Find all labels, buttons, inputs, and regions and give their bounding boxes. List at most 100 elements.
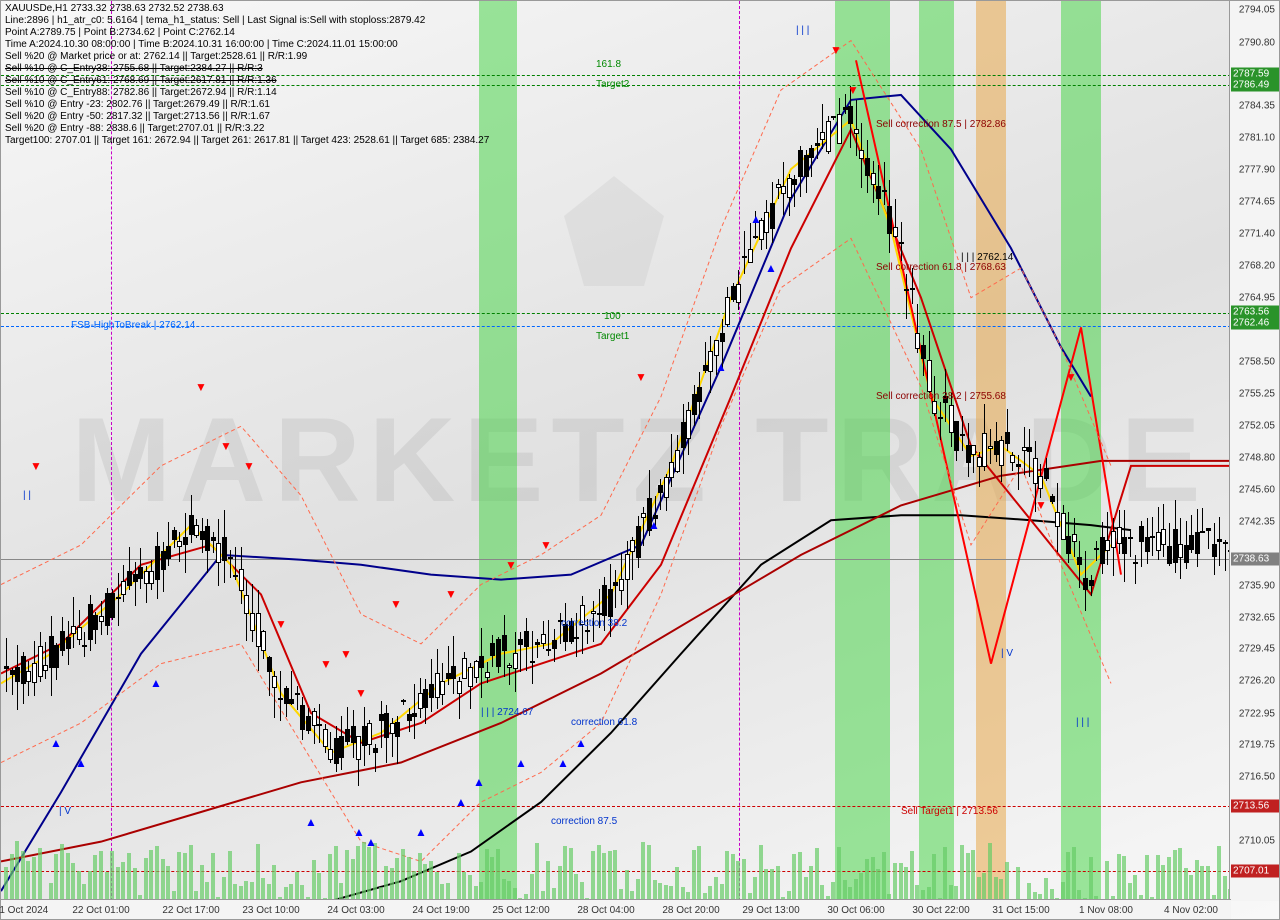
volume-bar [328,854,332,901]
volume-bar [535,843,539,901]
green-zone [919,1,954,901]
volume-bar [1145,855,1149,901]
volume-bar [742,859,746,901]
chart-label: Target1 [596,331,629,342]
x-tick: 29 Oct 13:00 [742,905,799,916]
volume-bar [66,853,70,901]
volume-bar [256,844,260,901]
y-tick: 2794.05 [1239,5,1275,16]
volume-bar [435,872,439,901]
down-arrow-icon: ▼ [635,370,647,384]
up-arrow-icon: ▲ [415,825,427,839]
volume-bar [574,874,578,901]
volume-bar [1217,846,1221,901]
volume-bar [854,879,858,901]
volume-bar [183,853,187,901]
volume-bar [177,852,181,901]
volume-bar [222,877,226,901]
chart-label: correction 61.8 [571,717,637,728]
volume-bar [367,847,371,901]
volume-bar [714,877,718,901]
down-arrow-icon: ▼ [830,43,842,57]
volume-bar [4,867,8,901]
chart-container: MARKETZ TRADE FSB-HighToBreak | 2762.14 … [0,0,1280,920]
y-tick: 2781.10 [1239,133,1275,144]
chart-label: correction 38.2 [561,618,627,629]
volume-bar [982,873,986,902]
volume-bar [32,857,36,901]
up-arrow-icon: ▲ [455,795,467,809]
volume-bar [770,869,774,901]
volume-bar [60,844,64,901]
volume-bar [502,879,506,901]
volume-bar [395,858,399,901]
volume-bar [999,879,1003,901]
volume-bar [295,872,299,901]
volume-bar [1117,854,1121,901]
up-arrow-icon: ▲ [50,736,62,750]
info-line: Time A:2024.10.30 08:00:00 | Time B:2024… [5,39,489,51]
volume-bar [407,857,411,901]
y-tick: 2758.50 [1239,356,1275,367]
down-arrow-icon: ▼ [195,380,207,394]
x-tick: 28 Oct 04:00 [577,905,634,916]
chart-label: correction 87.5 [551,816,617,827]
volume-bar [692,850,696,901]
volume-bar [1066,852,1070,901]
volume-bar [1089,857,1093,901]
y-tick: 2729.45 [1239,644,1275,655]
up-arrow-icon: ▲ [765,261,777,275]
volume-bar [608,851,612,901]
volume-bar [155,846,159,901]
volume-bar [200,865,204,901]
volume-bar [1178,848,1182,901]
volume-bar [1206,866,1210,901]
volume-bar [77,871,81,901]
down-arrow-icon: ▼ [220,439,232,453]
price-box: 2738.63 [1231,552,1279,565]
volume-bar [798,852,802,901]
vertical-line [739,1,740,901]
volume-bar [99,851,103,901]
up-arrow-icon: ▲ [715,360,727,374]
volume-bar [636,879,640,901]
volume-bar [71,863,75,901]
down-arrow-icon: ▼ [320,657,332,671]
up-arrow-icon: ▲ [365,835,377,849]
down-arrow-icon: ▼ [30,459,42,473]
x-tick: 30 Oct 06:00 [827,905,884,916]
x-tick: 24 Oct 03:00 [327,905,384,916]
volume-bar [1072,847,1076,901]
volume-bar [843,880,847,901]
volume-bar [647,845,651,901]
volume-bar [373,843,377,901]
volume-bar [54,854,58,901]
volume-bar [893,863,897,901]
volume-bar [468,875,472,901]
volume-bar [356,846,360,901]
volume-bar [144,858,148,901]
volume-bar [1173,850,1177,901]
volume-bar [1200,866,1204,901]
x-tick: 21 Oct 2024 [0,905,48,916]
info-line: Sell %10 @ C_Entry88: 2782.86 || Target:… [5,87,489,99]
x-tick: 30 Oct 22:00 [912,905,969,916]
volume-bar [149,850,153,901]
y-axis: 2794.052790.802787.592786.492784.352781.… [1229,1,1279,901]
up-arrow-icon: ▲ [353,825,365,839]
volume-bar [871,857,875,901]
volume-bar [932,854,936,901]
x-tick: 1 Nov 08:00 [1079,905,1133,916]
y-tick: 2722.95 [1239,708,1275,719]
volume-bar [876,869,880,901]
volume-bar [859,873,863,901]
volume-bar [725,851,729,901]
volume-bar [1105,861,1109,901]
volume-bar [960,845,964,901]
volume-bar [966,853,970,901]
down-arrow-icon: ▼ [445,587,457,601]
down-arrow-icon: ▼ [340,647,352,661]
up-arrow-icon: ▲ [575,736,587,750]
volume-bar [38,848,42,901]
info-line: XAUUSDe,H1 2733.32 2738.63 2732.52 2738.… [5,3,489,15]
